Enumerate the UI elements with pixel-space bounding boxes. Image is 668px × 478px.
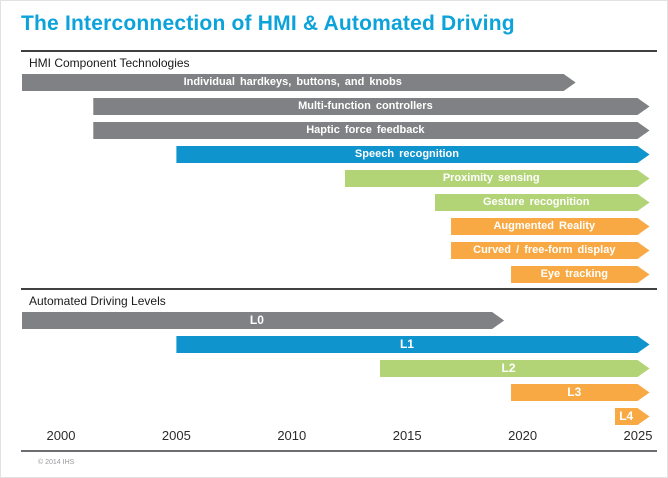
timeline-bar: Haptic force feedback [93,122,649,139]
x-axis-line [21,450,657,452]
timeline-bar: Speech recognition [176,146,649,163]
section-divider-middle [21,288,657,290]
timeline-bar: L2 [380,360,650,377]
copyright-text: © 2014 IHS [38,459,75,466]
timeline-bar-label: Gesture recognition [482,196,590,208]
timeline-bar-label: Speech recognition [354,148,459,160]
x-axis-tick-label: 2005 [161,428,191,443]
page-title: The Interconnection of HMI & Automated D… [21,12,515,35]
timeline-bar-label: Eye tracking [540,268,608,280]
x-axis-tick-label: 2010 [277,428,307,443]
x-axis-tick-label: 2020 [508,428,538,443]
timeline-bar-label: L1 [399,337,414,351]
x-axis-tick-label: 2000 [46,428,76,443]
timeline-bar-label: Multi-function controllers [298,100,433,112]
timeline-bar: L1 [176,336,649,353]
timeline-bar-label: Augmented Reality [493,220,596,232]
section-divider-top [21,50,657,52]
timeline-bar-label: L4 [619,409,634,423]
timeline-bar: L3 [511,384,649,401]
timeline-bar: Eye tracking [511,266,649,283]
timeline-bar: Individual hardkeys, buttons, and knobs [22,74,576,91]
section-label-driving-levels: Automated Driving Levels [29,294,166,308]
timeline-bar: Gesture recognition [435,194,650,211]
timeline-bar-label: Curved / free-form display [473,244,616,256]
x-axis-tick-label: 2025 [623,428,653,443]
timeline-bar: Multi-function controllers [93,98,649,115]
timeline-bar-label: Haptic force feedback [306,124,425,136]
timeline-bar-label: L3 [567,385,582,399]
timeline-bar: L4 [615,408,650,425]
x-axis-tick-label: 2015 [392,428,422,443]
timeline-bar: Augmented Reality [451,218,649,235]
timeline-bar: Proximity sensing [345,170,650,187]
timeline-bar: Curved / free-form display [451,242,649,259]
section-label-hmi: HMI Component Technologies [29,56,190,70]
timeline-bar-label: Proximity sensing [442,172,540,184]
timeline-bar-label: L0 [249,313,264,327]
timeline-bar-label: Individual hardkeys, buttons, and knobs [183,76,402,88]
timeline-bar-label: L2 [501,361,516,375]
timeline-bar: L0 [22,312,504,329]
